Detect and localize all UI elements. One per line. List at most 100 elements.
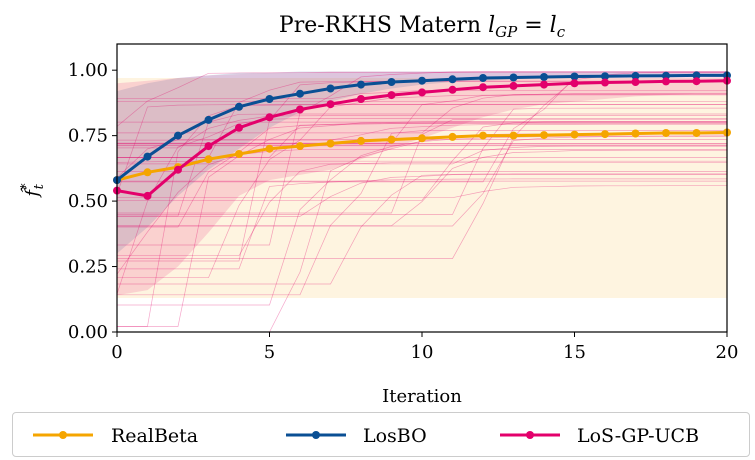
- run-line-27: [117, 149, 727, 227]
- series-point-1-5: [265, 95, 274, 103]
- series-point-2-11: [448, 85, 457, 94]
- run-line-5: [117, 162, 727, 257]
- legend-item-realbeta: RealBeta: [33, 425, 198, 447]
- run-line-26: [117, 115, 727, 149]
- series-point-0-19: [692, 129, 701, 137]
- series-point-2-12: [479, 83, 487, 92]
- run-line-37: [117, 145, 727, 165]
- series-point-0-15: [570, 130, 579, 139]
- series-point-1-6: [296, 89, 304, 98]
- series-point-2-18: [662, 77, 670, 86]
- x-axis-label: Iteration: [382, 386, 462, 407]
- series-point-0-8: [357, 136, 365, 145]
- run-line-23: [117, 149, 727, 275]
- series-point-2-15: [570, 79, 579, 88]
- series-point-2-10: [418, 88, 426, 97]
- series-point-2-19: [692, 77, 701, 86]
- y-tick-label-2: 0.50: [68, 191, 108, 212]
- run-line-30: [117, 72, 727, 127]
- run-line-17: [117, 104, 727, 195]
- x-tick-label-1: 5: [264, 342, 275, 363]
- series-point-1-8: [357, 80, 365, 89]
- series-point-1-13: [509, 73, 518, 82]
- series-point-0-4: [235, 150, 243, 158]
- run-line-34: [117, 121, 727, 201]
- series-point-0-10: [418, 134, 426, 143]
- series-point-1-4: [235, 102, 243, 111]
- series-point-1-10: [418, 76, 426, 85]
- series-point-0-9: [387, 135, 396, 144]
- series-point-2-5: [265, 113, 274, 122]
- axes: 0 5 10 15 20 0.00 0.25 0.50 0.75 1.00: [68, 43, 739, 363]
- series-point-2-14: [540, 80, 548, 89]
- y-axis-label: f̂*t: [19, 183, 47, 199]
- legend-label-realbeta: RealBeta: [111, 425, 198, 447]
- legend-marker-los-gp-ucb: [526, 431, 534, 439]
- series-point-2-8: [357, 95, 365, 103]
- run-line-39: [117, 71, 727, 183]
- series-point-0-11: [448, 132, 457, 141]
- run-line-0: [117, 174, 727, 217]
- series-point-1-11: [448, 75, 457, 84]
- series-point-1-1: [143, 152, 152, 161]
- legend-marker-losbo: [312, 431, 320, 439]
- y-tick-label-0: 0.00: [68, 322, 108, 343]
- y-tick-label-3: 0.75: [68, 126, 108, 147]
- band-2: [117, 71, 727, 296]
- run-line-18: [117, 135, 727, 227]
- y-tick-label-1: 0.25: [68, 257, 108, 278]
- series-point-2-6: [296, 105, 304, 114]
- chart-title-l2: l: [550, 13, 557, 38]
- legend-label-los-gp-ucb: LoS-GP-UCB: [577, 425, 699, 447]
- legend-item-losbo: LosBO: [286, 425, 427, 447]
- series-point-2-4: [235, 123, 243, 132]
- run-line-2: [117, 123, 727, 228]
- series-point-1-2: [174, 131, 182, 140]
- series-point-1-16: [601, 72, 609, 81]
- y-axis-label-sub: t: [32, 183, 47, 189]
- x-tick-label-0: 0: [111, 342, 122, 363]
- legend: RealBeta LosBO LoS-GP-UCB: [12, 412, 750, 457]
- series-point-1-14: [540, 73, 548, 81]
- series-point-1-19: [692, 71, 701, 80]
- run-line-1: [117, 130, 727, 296]
- run-line-31: [117, 121, 727, 327]
- run-line-10: [117, 107, 727, 215]
- series-point-1-3: [204, 115, 213, 124]
- plot-area: [113, 70, 731, 332]
- run-line-9: [117, 178, 727, 270]
- series-point-2-7: [326, 100, 335, 109]
- series-point-0-7: [326, 139, 335, 148]
- series-point-1-18: [662, 71, 670, 80]
- legend-marker-realbeta: [59, 431, 67, 439]
- x-tick-label-2: 10: [411, 342, 434, 363]
- plot-inner: [117, 70, 727, 332]
- series-point-1-15: [570, 72, 579, 81]
- x-tick-label-4: 20: [716, 342, 739, 363]
- y-axis-label-sup: *: [19, 183, 34, 190]
- legend-label-losbo: LosBO: [363, 425, 427, 447]
- chart-title-sub-gp: GP: [495, 23, 518, 41]
- series-point-2-17: [631, 78, 640, 86]
- chart-title-l1: l: [488, 13, 495, 38]
- run-line-7: [117, 104, 727, 327]
- series-point-2-3: [204, 142, 213, 151]
- run-line-42: [117, 173, 727, 285]
- series-point-0-1: [143, 168, 152, 177]
- series-point-0-5: [265, 144, 274, 153]
- series-point-2-16: [601, 78, 609, 87]
- series-point-2-9: [387, 91, 396, 100]
- run-line-8: [117, 94, 727, 279]
- series-point-1-7: [326, 84, 335, 93]
- series-point-2-13: [509, 81, 518, 90]
- series-point-1-17: [631, 71, 640, 80]
- run-line-12: [117, 70, 727, 246]
- run-line-15: [117, 113, 727, 217]
- series-point-0-14: [540, 131, 548, 140]
- series-point-0-13: [509, 131, 518, 140]
- run-line-36: [117, 118, 727, 295]
- run-line-43: [117, 160, 727, 163]
- chart-title-sub-c: c: [557, 23, 566, 41]
- chart-title-eq: =: [517, 13, 549, 38]
